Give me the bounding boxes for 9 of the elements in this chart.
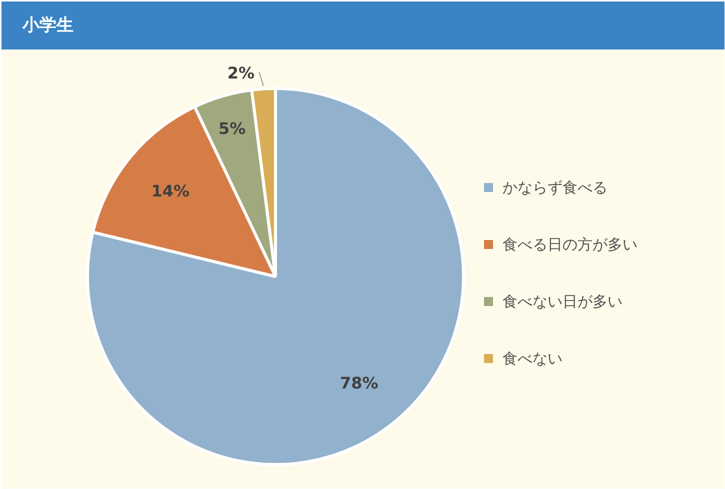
- data-label: 78%: [340, 373, 378, 392]
- data-label: 5%: [218, 119, 246, 138]
- chart-title: 小学生: [22, 16, 74, 36]
- data-label: 14%: [151, 182, 190, 201]
- data-label: 2%: [227, 63, 255, 82]
- legend-label: 食べる日の方が多い: [502, 236, 638, 254]
- legend-label: 食べない日が多い: [502, 292, 622, 310]
- legend-label: 食べない: [502, 350, 562, 368]
- legend-label: かならず食べる: [502, 178, 608, 196]
